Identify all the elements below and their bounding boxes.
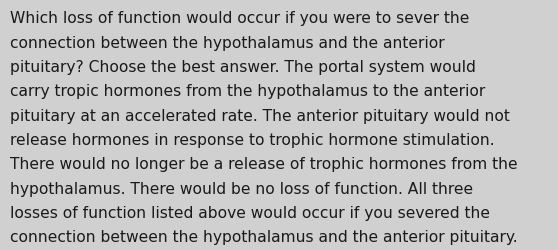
Text: losses of function listed above would occur if you severed the: losses of function listed above would oc… <box>10 205 490 220</box>
Text: pituitary? Choose the best answer. The portal system would: pituitary? Choose the best answer. The p… <box>10 60 476 75</box>
Text: There would no longer be a release of trophic hormones from the: There would no longer be a release of tr… <box>10 157 518 172</box>
Text: carry tropic hormones from the hypothalamus to the anterior: carry tropic hormones from the hypothala… <box>10 84 485 99</box>
Text: connection between the hypothalamus and the anterior pituitary.: connection between the hypothalamus and … <box>10 230 518 244</box>
Text: Which loss of function would occur if you were to sever the: Which loss of function would occur if yo… <box>10 11 469 26</box>
Text: hypothalamus. There would be no loss of function. All three: hypothalamus. There would be no loss of … <box>10 181 473 196</box>
Text: connection between the hypothalamus and the anterior: connection between the hypothalamus and … <box>10 36 445 51</box>
Text: pituitary at an accelerated rate. The anterior pituitary would not: pituitary at an accelerated rate. The an… <box>10 108 510 123</box>
Text: release hormones in response to trophic hormone stimulation.: release hormones in response to trophic … <box>10 132 495 148</box>
